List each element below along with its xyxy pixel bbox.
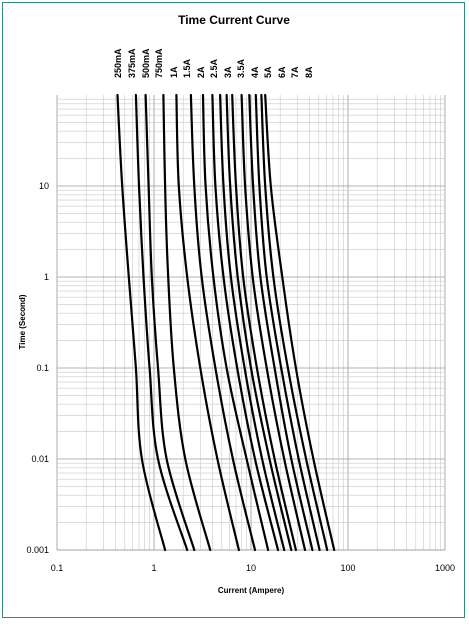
series-label: 750mA [154, 48, 164, 78]
y-tick-label: 10 [39, 181, 49, 191]
series-line [225, 93, 293, 552]
series-line [162, 93, 212, 552]
series-line [175, 93, 240, 552]
x-tick-label: 10 [246, 563, 256, 573]
series-line [201, 93, 270, 552]
series-label: 1A [169, 66, 179, 78]
series-line [264, 93, 336, 552]
series-label: 2A [196, 66, 206, 78]
y-tick-label: 0.01 [31, 454, 49, 464]
series-line [231, 93, 297, 552]
series-labels: 250mA 375mA 500mA 750mA 1A 1.5A 2A 2.5A 3A 3.5A 4A… [113, 48, 314, 78]
series-label: 250mA [113, 48, 123, 78]
series-label: 3.5A [236, 58, 246, 78]
series-line [248, 93, 314, 552]
y-tick-label: 0.001 [26, 545, 49, 555]
y-axis-label: Time (Second) [18, 294, 27, 349]
series-line [219, 93, 286, 552]
series-line [116, 93, 167, 552]
series-label: 1.5A [182, 58, 192, 78]
series-label: 3A [223, 66, 233, 78]
series-label: 375mA [127, 48, 137, 78]
y-tick-label: 0.1 [36, 363, 49, 373]
series-line [240, 93, 307, 552]
curves [116, 93, 336, 552]
x-tick-label: 1000 [435, 563, 455, 573]
series-label: 8A [304, 66, 314, 78]
y-tick-labels: 0.001 0.01 0.1 1 10 [26, 181, 49, 555]
chart-title: Time Current Curve [178, 13, 290, 27]
grid [56, 95, 446, 551]
series-label: 7A [290, 66, 300, 78]
x-tick-label: 0.1 [51, 563, 64, 573]
series-label: 5A [263, 66, 273, 78]
series-line [144, 93, 196, 552]
series-line [260, 93, 329, 552]
x-tick-label: 100 [340, 563, 355, 573]
series-label: 2.5A [209, 58, 219, 78]
series-label: 500mA [141, 48, 151, 78]
y-tick-label: 1 [44, 272, 49, 282]
series-line [211, 93, 280, 552]
series-label: 4A [250, 66, 260, 78]
series-label: 6A [277, 66, 287, 78]
x-tick-labels: 0.1 1 10 100 1000 [51, 563, 455, 573]
series-line [254, 93, 321, 552]
series-line [189, 93, 257, 552]
series-line [134, 93, 189, 552]
x-axis-label: Current (Ampere) [218, 586, 285, 595]
x-tick-label: 1 [151, 563, 156, 573]
